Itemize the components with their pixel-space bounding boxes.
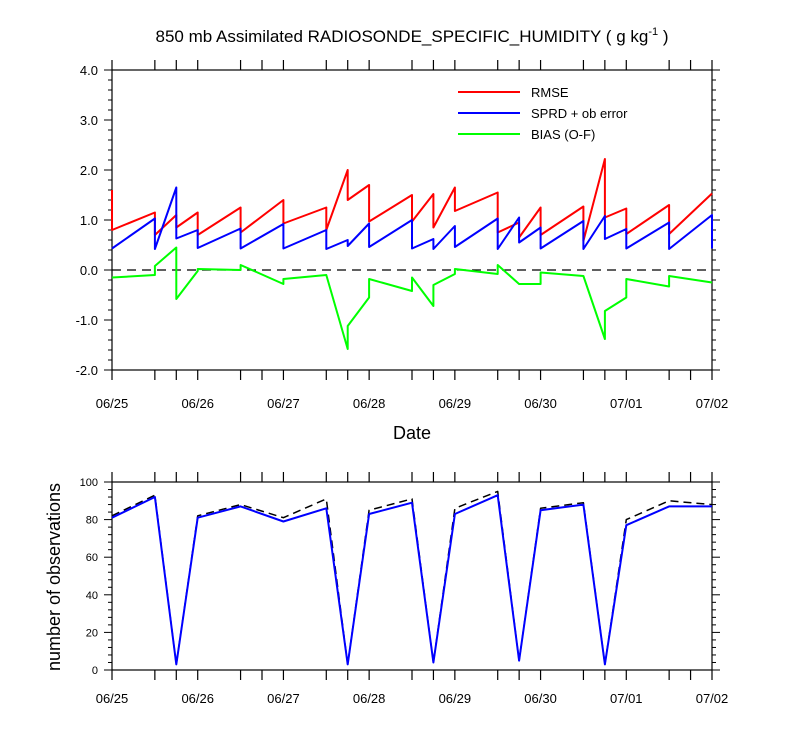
y-tick-label: 4.0 — [80, 63, 98, 78]
x-tick-label: 06/30 — [524, 691, 557, 706]
y-tick-label: 80 — [86, 515, 98, 527]
x-tick-label: 06/30 — [524, 396, 557, 411]
y-tick-label: -2.0 — [76, 363, 98, 378]
bottom-plot-series — [111, 490, 713, 666]
bottom-y-axis-title: number of observations — [44, 483, 64, 671]
title-main: 850 mb Assimilated RADIOSONDE_SPECIFIC_H… — [156, 27, 649, 46]
top-plot: 4.03.02.01.00.0-1.0-2.0 06/25 06/26 06/27 0… — [76, 60, 729, 411]
x-axis-title: Date — [393, 423, 431, 443]
x-tick-label: 07/01 — [610, 396, 643, 411]
x-tick-label: 06/27 — [267, 691, 300, 706]
y-tick-label: 60 — [86, 552, 98, 564]
top-y-tick-labels: 4.0 3.0 2.0 1.0 0.0 -1.0 -2.0 — [76, 63, 98, 378]
x-tick-label: 06/28 — [353, 691, 386, 706]
y-tick-label: 0.0 — [80, 263, 98, 278]
x-tick-label: 07/02 — [696, 396, 729, 411]
top-plot-ticks — [104, 60, 720, 380]
y-tick-label: 0 — [92, 665, 98, 677]
x-tick-label: 07/01 — [610, 691, 643, 706]
x-tick-label: 06/27 — [267, 396, 300, 411]
title-suffix: ) — [658, 27, 668, 46]
legend-label: SPRD + ob error — [531, 106, 628, 121]
y-tick-label: 1.0 — [80, 213, 98, 228]
x-tick-label: 07/02 — [696, 691, 729, 706]
title-exponent: -1 — [648, 26, 658, 38]
y-tick-label: 3.0 — [80, 113, 98, 128]
y-tick-label: 40 — [86, 590, 98, 602]
obs-series-line-2 — [111, 494, 712, 666]
x-tick-label: 06/26 — [181, 396, 214, 411]
series-line-2 — [111, 186, 713, 250]
legend-label: BIAS (O-F) — [531, 127, 595, 142]
top-x-tick-labels: 06/25 06/26 06/27 06/28 06/29 06/30 07/01 07/02 — [96, 396, 729, 411]
x-tick-label: 06/28 — [353, 396, 386, 411]
x-tick-label: 06/29 — [439, 691, 472, 706]
series-line-3 — [111, 246, 713, 350]
x-tick-label: 06/25 — [96, 691, 129, 706]
bottom-x-tick-labels: 06/25 06/26 06/27 06/28 06/29 06/30 07/01 07/02 — [96, 691, 729, 706]
chart-title: 850 mb Assimilated RADIOSONDE_SPECIFIC_H… — [156, 26, 669, 46]
y-tick-label: 20 — [86, 627, 98, 639]
y-tick-label: 100 — [80, 477, 98, 489]
x-tick-label: 06/25 — [96, 396, 129, 411]
bottom-plot-ticks — [104, 472, 720, 680]
bottom-y-tick-labels: 100 80 60 40 20 0 — [80, 477, 98, 677]
y-tick-label: 2.0 — [80, 163, 98, 178]
legend-label: RMSE — [531, 85, 569, 100]
top-plot-series — [111, 158, 713, 350]
x-tick-label: 06/29 — [439, 396, 472, 411]
x-tick-label: 06/26 — [181, 691, 214, 706]
legend: RMSE SPRD + ob error BIAS (O-F) — [458, 85, 628, 142]
y-tick-label: -1.0 — [76, 313, 98, 328]
